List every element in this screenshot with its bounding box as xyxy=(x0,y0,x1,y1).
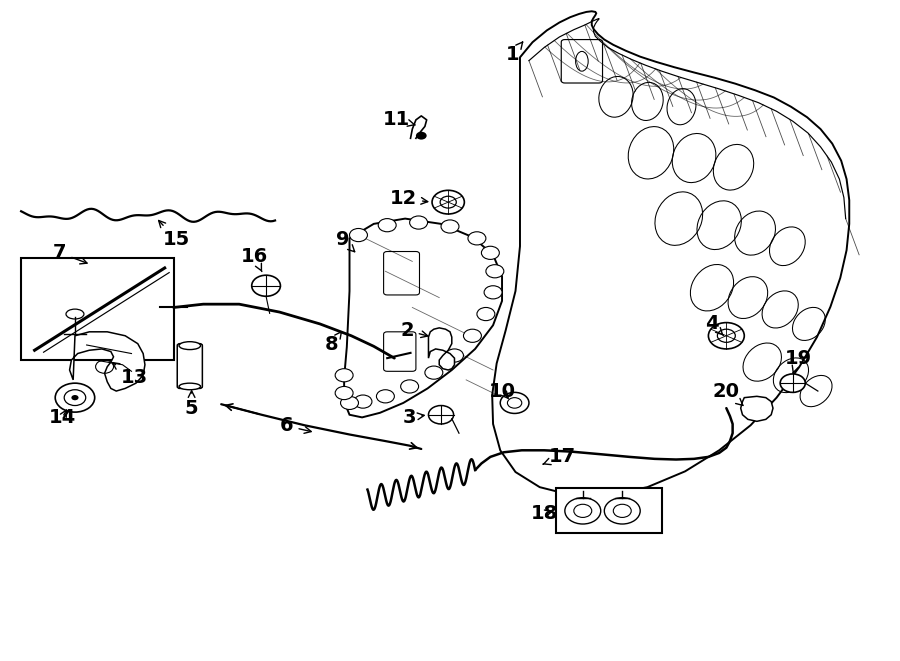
Circle shape xyxy=(55,383,94,412)
Text: 1: 1 xyxy=(506,42,523,63)
Circle shape xyxy=(71,395,78,401)
Circle shape xyxy=(565,498,600,524)
Circle shape xyxy=(335,369,353,382)
Polygon shape xyxy=(492,11,850,495)
Circle shape xyxy=(425,366,443,379)
Circle shape xyxy=(335,387,353,400)
Circle shape xyxy=(432,190,464,214)
Text: 7: 7 xyxy=(53,243,87,264)
Circle shape xyxy=(446,349,464,362)
Circle shape xyxy=(349,229,367,242)
Text: 17: 17 xyxy=(543,447,576,467)
Text: 6: 6 xyxy=(280,416,311,436)
Circle shape xyxy=(400,380,418,393)
Circle shape xyxy=(378,219,396,232)
Text: 3: 3 xyxy=(403,408,424,427)
Text: 20: 20 xyxy=(713,381,743,405)
Circle shape xyxy=(416,132,427,139)
Circle shape xyxy=(464,329,482,342)
Circle shape xyxy=(354,395,372,408)
Text: 18: 18 xyxy=(531,504,558,523)
Text: 15: 15 xyxy=(158,221,190,249)
Text: 12: 12 xyxy=(390,189,428,208)
Text: 5: 5 xyxy=(184,391,198,418)
Text: 14: 14 xyxy=(49,408,76,427)
Text: 16: 16 xyxy=(241,247,268,272)
Text: 10: 10 xyxy=(489,381,516,401)
Circle shape xyxy=(428,406,454,424)
Circle shape xyxy=(708,323,744,349)
Circle shape xyxy=(484,286,502,299)
Circle shape xyxy=(477,307,495,321)
Polygon shape xyxy=(344,219,502,417)
Polygon shape xyxy=(741,397,773,421)
Circle shape xyxy=(468,232,486,245)
Circle shape xyxy=(500,393,529,413)
Text: 4: 4 xyxy=(706,315,724,336)
Circle shape xyxy=(486,264,504,278)
Bar xyxy=(21,258,174,360)
Circle shape xyxy=(482,247,500,259)
Circle shape xyxy=(780,374,806,393)
Text: 9: 9 xyxy=(336,230,355,252)
Text: 19: 19 xyxy=(785,348,812,373)
Ellipse shape xyxy=(179,342,201,350)
Bar xyxy=(556,488,662,533)
Polygon shape xyxy=(69,332,145,391)
Circle shape xyxy=(340,397,358,409)
FancyBboxPatch shape xyxy=(177,344,202,389)
Circle shape xyxy=(441,220,459,233)
Polygon shape xyxy=(428,328,454,370)
Text: 8: 8 xyxy=(325,332,341,354)
Ellipse shape xyxy=(179,383,201,390)
Circle shape xyxy=(410,216,427,229)
Circle shape xyxy=(376,390,394,403)
Circle shape xyxy=(604,498,640,524)
Text: 2: 2 xyxy=(400,321,428,340)
Circle shape xyxy=(252,275,281,296)
Text: 13: 13 xyxy=(112,363,148,387)
Text: 11: 11 xyxy=(382,110,415,130)
